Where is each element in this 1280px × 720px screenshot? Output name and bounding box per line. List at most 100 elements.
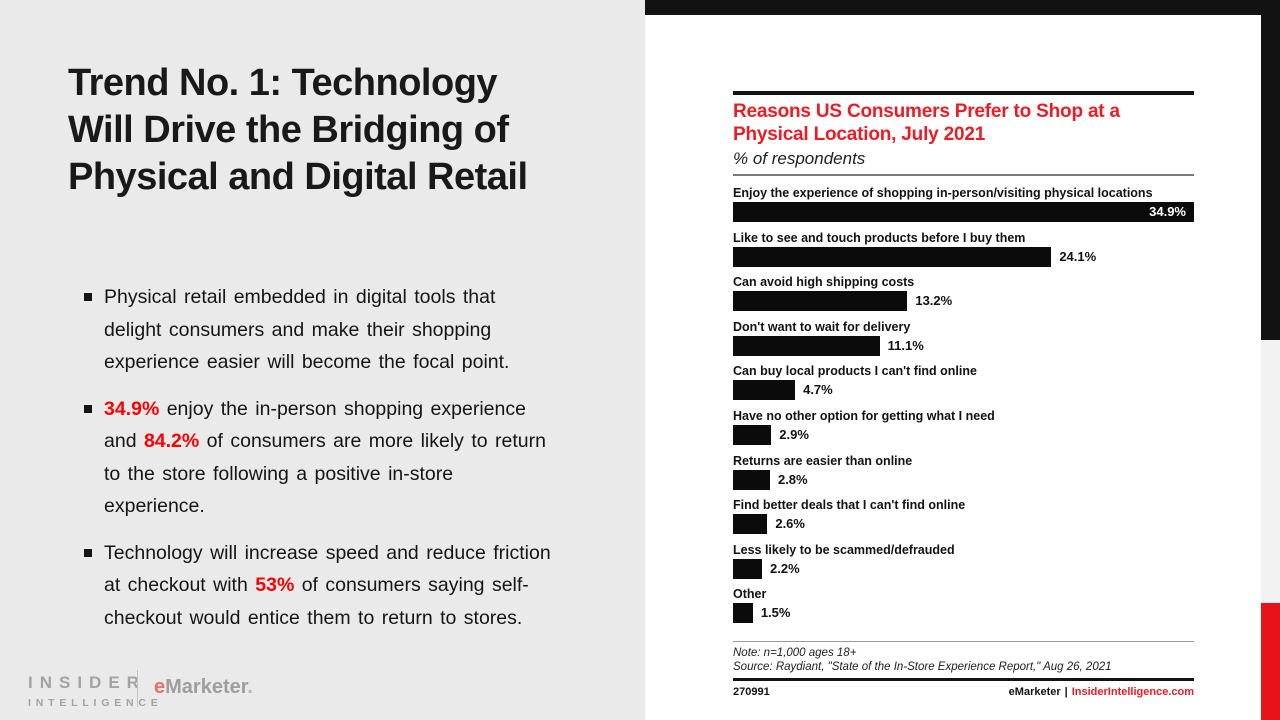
bar-fill — [733, 558, 763, 579]
bar-fill — [733, 335, 880, 356]
bar-fill — [733, 291, 908, 312]
bar-value-label: 13.2% — [915, 293, 953, 309]
bar-group: Less likely to be scammed/defrauded 2.2% — [733, 543, 1194, 588]
bar-value-label: 24.1% — [1059, 248, 1097, 264]
bar-group: Returns are easier than online 2.8% — [733, 454, 1194, 499]
bullet-item: 34.9% enjoy the in-person shopping exper… — [84, 393, 584, 523]
bar-value-label: 4.7% — [803, 382, 833, 398]
logo-divider — [137, 670, 138, 707]
bar-value-label: 11.1% — [887, 337, 924, 353]
bullet-highlight-stat: 53% — [255, 574, 295, 596]
bar-track: 24.1% — [733, 246, 1194, 267]
bar-track: 13.2% — [733, 291, 1194, 312]
chart-footer: 270991 eMarketer | InsiderIntelligence.com — [733, 686, 1194, 698]
bar-group: Like to see and touch products before I … — [733, 231, 1194, 276]
chart-footer-separator: | — [1064, 685, 1068, 698]
chart-note: Note: n=1,000 ages 18+ — [733, 646, 857, 659]
emarketer-logo-e: e — [154, 676, 166, 698]
bar-track: 2.2% — [733, 558, 1194, 579]
bar-track: 2.9% — [733, 424, 1194, 445]
bar-fill — [733, 514, 768, 535]
bullet-highlight-stat: 84.2% — [143, 430, 200, 452]
chart-source: Source: Raydiant, "State of the In-Store… — [733, 660, 1112, 673]
bar-fill — [733, 469, 770, 490]
bullet-marker-icon — [84, 548, 92, 557]
bar-value-label: 34.9% — [1149, 204, 1186, 219]
logo-intelligence-text: INTELLIGENCE — [28, 697, 163, 709]
right-strip-red — [1261, 603, 1280, 720]
bar-group: Other 1.5% — [733, 587, 1194, 632]
chart-panel — [645, 0, 1280, 720]
bar-fill — [733, 202, 1194, 222]
bar-value-label: 2.6% — [775, 516, 805, 532]
bar-category-label: Returns are easier than online — [733, 453, 913, 468]
chart-note-rule — [733, 640, 1194, 642]
bullet-segment: of consumers saying self-checkout would … — [104, 574, 529, 629]
bullet-segment: Physical retail embedded in digital tool… — [104, 286, 510, 373]
bar-track: 11.1% — [733, 335, 1194, 356]
bullet-highlight-stat: 34.9% — [104, 397, 160, 420]
bar-category-label: Other — [733, 587, 767, 602]
bar-value-label: 2.9% — [779, 426, 809, 442]
chart-title: Reasons US Consumers Prefer to Shop at a… — [733, 101, 1120, 145]
bar-group: Have no other option for getting what I … — [733, 409, 1194, 454]
bar-category-label: Can avoid high shipping costs — [733, 275, 915, 290]
bar-category-label: Can buy local products I can't find onli… — [733, 364, 977, 379]
bar-category-label: Don't want to wait for delivery — [733, 319, 911, 334]
emarketer-logo-dot: . — [247, 676, 253, 698]
bar-category-label: Like to see and touch products before I … — [733, 230, 1026, 245]
chart-footer-brand: eMarketer — [1008, 685, 1061, 698]
bar-fill — [733, 246, 1052, 267]
chart-top-rule — [733, 91, 1194, 95]
right-strip-gray — [1261, 340, 1280, 603]
bar-value-label: 1.5% — [760, 605, 791, 621]
chart-id: 270991 — [733, 685, 770, 698]
chart-subtitle-rule — [733, 174, 1194, 176]
bullet-marker-icon — [84, 293, 92, 301]
bar-category-label: Find better deals that I can't find onli… — [733, 498, 966, 513]
bullet-segment: of consumers are more likely to return t… — [104, 430, 546, 517]
slide-title: Trend No. 1: Technology Will Drive the B… — [68, 62, 528, 198]
chart-footer-site: InsiderIntelligence.com — [1071, 685, 1194, 698]
emarketer-logo-rest: Marketer — [165, 676, 248, 698]
chart-subtitle: % of respondents — [733, 149, 866, 168]
bullet-text: Physical retail embedded in digital tool… — [104, 281, 559, 379]
bar-series: Enjoy the experience of shopping in-pers… — [733, 186, 1194, 632]
insider-intelligence-logo: INSIDER INTELLIGENCE — [28, 673, 163, 709]
bar-track: 34.9% — [733, 202, 1194, 222]
bullet-text: Technology will increase speed and reduc… — [104, 537, 559, 635]
bar-group: Find better deals that I can't find onli… — [733, 498, 1194, 543]
left-panel: Trend No. 1: Technology Will Drive the B… — [0, 0, 645, 720]
bar-category-label: Less likely to be scammed/defrauded — [733, 542, 955, 557]
bullet-text: 34.9% enjoy the in-person shopping exper… — [104, 393, 559, 523]
bar-group: Enjoy the experience of shopping in-pers… — [733, 186, 1194, 231]
bar-track: 2.6% — [733, 514, 1194, 535]
bar-group: Can avoid high shipping costs 13.2% — [733, 275, 1194, 320]
bar-track: 1.5% — [733, 603, 1194, 624]
bullet-marker-icon — [84, 404, 92, 413]
logo-insider-text: INSIDER — [28, 673, 146, 692]
right-strip-black — [1261, 0, 1280, 340]
bar-fill — [733, 424, 772, 445]
bar-value-label: 2.8% — [777, 471, 808, 487]
bar-fill — [733, 380, 796, 401]
bar-group: Don't want to wait for delivery 11.1% — [733, 320, 1194, 365]
bar-group: Can buy local products I can't find onli… — [733, 364, 1194, 409]
bar-track: 2.8% — [733, 469, 1194, 490]
chart-bottom-rule — [733, 677, 1194, 681]
bar-category-label: Enjoy the experience of shopping in-pers… — [733, 186, 1153, 200]
top-accent-bar — [645, 0, 1280, 15]
bar-value-label: 2.2% — [770, 560, 800, 576]
bar-chart: Reasons US Consumers Prefer to Shop at a… — [733, 91, 1194, 698]
bullet-segment: enjoy the in-person shopping experience … — [104, 397, 526, 453]
bar-track: 4.7% — [733, 380, 1194, 401]
bar-category-label: Have no other option for getting what I … — [733, 408, 995, 423]
chart-footer-brand-line: eMarketer | InsiderIntelligence.com — [1009, 686, 1194, 698]
bullet-item: Technology will increase speed and reduc… — [84, 537, 584, 635]
bullet-item: Physical retail embedded in digital tool… — [84, 281, 584, 379]
emarketer-logo: eMarketer. — [154, 676, 253, 699]
bar-fill — [733, 603, 753, 624]
bullet-list: Physical retail embedded in digital tool… — [84, 281, 584, 648]
bullet-segment: Technology will increase speed and reduc… — [104, 541, 551, 597]
